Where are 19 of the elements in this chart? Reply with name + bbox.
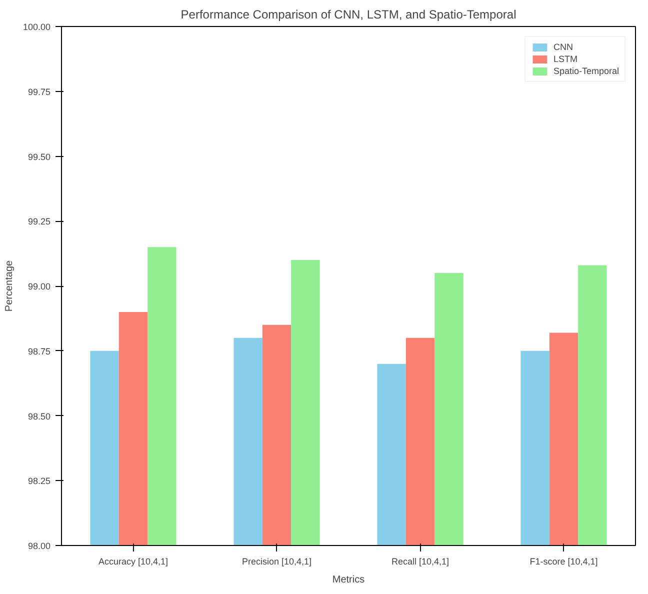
legend-label: CNN [553,42,574,52]
legend-label: LSTM [553,54,578,64]
x-tick-label: Recall [10,4,1] [391,556,450,566]
y-tick-label: 98.50 [28,411,51,422]
y-tick-label: 98.75 [28,346,51,356]
y-tick-label: 99.75 [28,86,51,97]
x-tick-label: F1-score [10,4,1] [530,556,598,566]
x-axis-title: Metrics [332,574,365,586]
y-tick-label: 100.00 [22,22,51,32]
x-tick-label: Accuracy [10,4,1] [98,556,168,566]
y-tick-label: 99.00 [28,282,51,292]
legend-label: Spatio-Temporal [553,66,619,76]
y-tick-label: 99.25 [28,216,51,227]
y-axis-title: Percentage [4,260,15,312]
y-tick-label: 99.50 [28,152,51,162]
chart-title: Performance Comparison of CNN, LSTM, and Spatio-Temporal [180,8,516,22]
y-tick-label: 98.00 [28,541,51,551]
x-tick-label: Precision [10,4,1] [242,556,312,566]
y-tick-label: 98.25 [28,476,51,486]
